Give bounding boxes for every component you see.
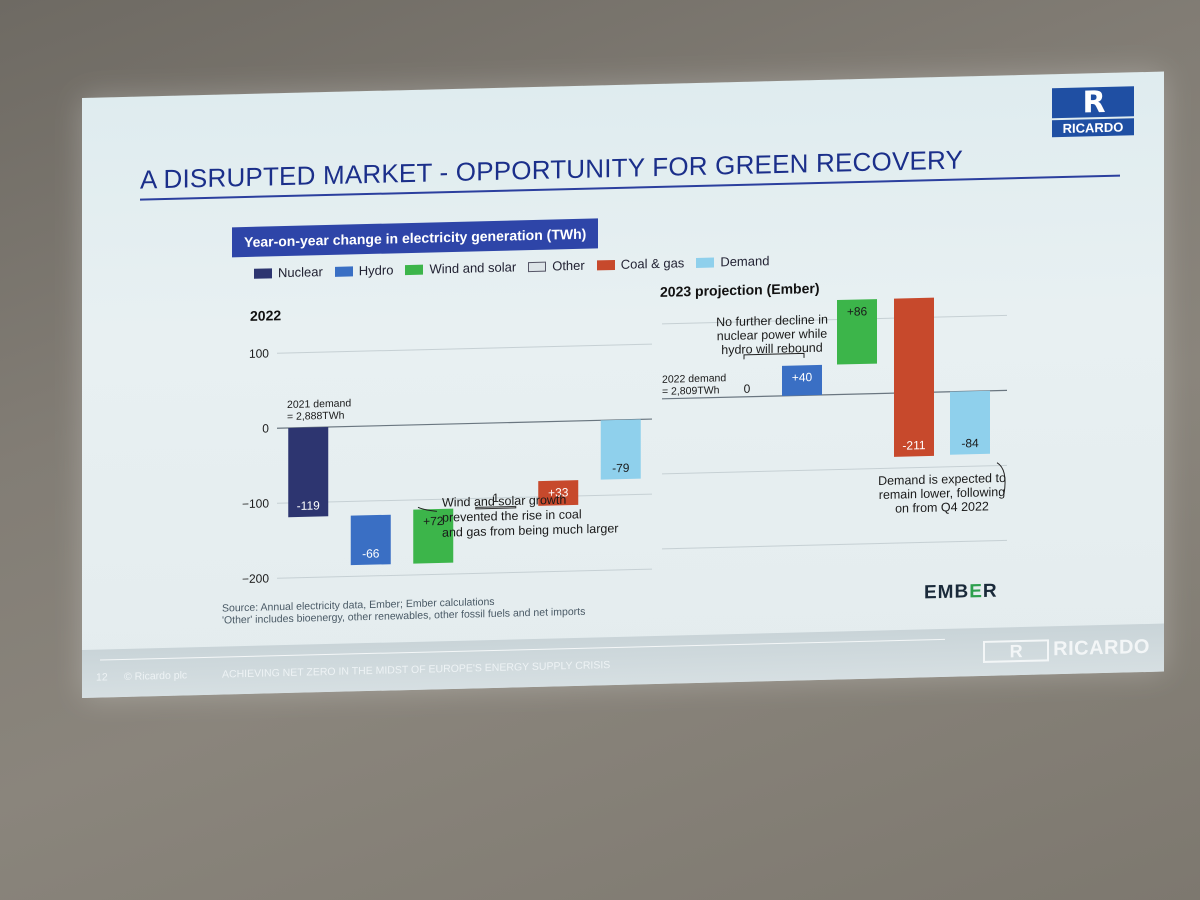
chart-banner: Year-on-year change in electricity gener… (232, 218, 599, 258)
legend-item-wind-solar: Wind and solar (405, 259, 516, 277)
legend-label-demand: Demand (720, 253, 770, 270)
legend-item-demand: Demand (696, 253, 769, 270)
legend-swatch-coal-gas (596, 259, 615, 270)
legend-swatch-hydro (334, 265, 353, 277)
data-label-2023-2: +86 (847, 304, 868, 319)
data-label-2023-3: -211 (902, 438, 925, 453)
data-label-2022-2: +72 (423, 514, 444, 529)
bar-2022-other (475, 505, 517, 510)
ember-logo-mid: E (969, 580, 983, 603)
y-tick-label-2022-1: 0 (262, 421, 269, 435)
data-label-2023-0: 0 (744, 382, 751, 396)
bar-2023-coal-gas (894, 297, 934, 457)
bar-2022-coal-gas (538, 480, 579, 506)
legend-item-other: Other (528, 258, 585, 274)
bar-2023-demand (950, 390, 990, 455)
ricardo-logo-mark: R (1052, 85, 1134, 120)
data-label-2022-5: -79 (612, 461, 630, 475)
gridline-2022-3 (277, 568, 652, 579)
legend-item-hydro: Hydro (334, 262, 394, 279)
annotation-wind-solar: Wind and solar growthprevented the rise … (442, 491, 618, 539)
gridline-2023-1 (662, 464, 1007, 475)
ricardo-logo-text: RICARDO (1052, 118, 1134, 138)
annotation-nuclear-hydro: No further decline innuclear power while… (716, 313, 828, 358)
gridline-2022-0 (277, 343, 652, 354)
legend-item-nuclear: Nuclear (254, 264, 323, 281)
bar-2022-nuclear (288, 426, 329, 518)
annotation-demand: Demand is expected toremain lower, follo… (878, 471, 1006, 516)
legend-label-coal-gas: Coal & gas (620, 255, 685, 272)
legend-swatch-other (528, 261, 547, 272)
source-note: Source: Annual electricity data, Ember; … (222, 594, 585, 627)
bar-2022-wind-and-solar (413, 508, 454, 564)
ember-logo-left: EMB (924, 581, 970, 604)
zero-line-2022 (277, 418, 652, 429)
ricardo-logo: R RICARDO (1052, 85, 1134, 138)
legend-label-nuclear: Nuclear (278, 264, 323, 281)
y-tick-label-2022-3: −200 (242, 571, 269, 586)
data-label-2023-1: +40 (792, 370, 813, 385)
ember-logo: EMBER (924, 581, 998, 605)
chart-title-2022: 2022 (250, 307, 282, 324)
gridline-2023-0 (662, 314, 1007, 325)
footer-ricardo-logo: R RICARDO (983, 636, 1150, 663)
waterfall-chart-2023: 2022 demand= 2,809TWh 0 +40 +86 -211 -84 No fu… (662, 297, 1007, 550)
data-label-2023-4: -84 (961, 436, 979, 450)
data-label-2022-3: 1 (492, 491, 499, 505)
footer-copyright: © Ricardo plc (124, 669, 188, 683)
legend-swatch-nuclear (254, 267, 272, 279)
data-label-2022-4: +33 (548, 485, 569, 500)
baseline-label-2022: 2021 demand= 2,888TWh (287, 397, 351, 423)
legend-label-other: Other (552, 257, 585, 274)
legend-label-wind-solar: Wind and solar (429, 259, 517, 277)
annotation-bracket-2023 (743, 352, 805, 360)
legend-swatch-demand (696, 257, 715, 268)
bar-2023-hydro (782, 364, 822, 396)
bar-2022-hydro (350, 514, 391, 566)
y-tick-label-2022-0: 100 (249, 346, 269, 360)
gridline-2022-2 (277, 493, 652, 504)
presentation-slide: R RICARDO A DISRUPTED MARKET - OPPORTUNI… (82, 71, 1164, 698)
footer-divider (100, 638, 945, 661)
legend-item-coal-gas: Coal & gas (596, 255, 685, 272)
gridline-2023-2 (662, 539, 1007, 550)
footer-logo-mark: R (983, 638, 1050, 663)
footer-logo-text: RICARDO (1053, 635, 1150, 661)
waterfall-chart-2022: 100 0 −100 −200 2021 demand= 2,888TWh -119 -66… (242, 343, 652, 586)
baseline-label-2023: 2022 demand= 2,809TWh (662, 372, 726, 398)
chart-legend: Nuclear Hydro Wind and solar Other Coal … (254, 253, 769, 281)
annotation-arrow-2022 (417, 506, 438, 512)
zero-line-2023 (662, 389, 1007, 400)
annotation-arrow-2023 (996, 462, 1006, 495)
footer-title: ACHIEVING NET ZERO IN THE MIDST OF EUROP… (222, 659, 611, 681)
bar-2022-demand (600, 419, 641, 480)
legend-swatch-wind-solar (405, 264, 424, 275)
y-tick-label-2022-2: −100 (242, 496, 269, 511)
data-label-2022-1: -66 (362, 546, 380, 560)
slide-footer: 12 © Ricardo plc ACHIEVING NET ZERO IN T… (82, 623, 1164, 698)
legend-label-hydro: Hydro (358, 262, 394, 279)
data-label-2022-0: -119 (297, 498, 320, 513)
ember-logo-right: R (982, 580, 998, 602)
bar-2023-wind-and-solar (837, 299, 877, 365)
footer-page-number: 12 (96, 671, 108, 684)
